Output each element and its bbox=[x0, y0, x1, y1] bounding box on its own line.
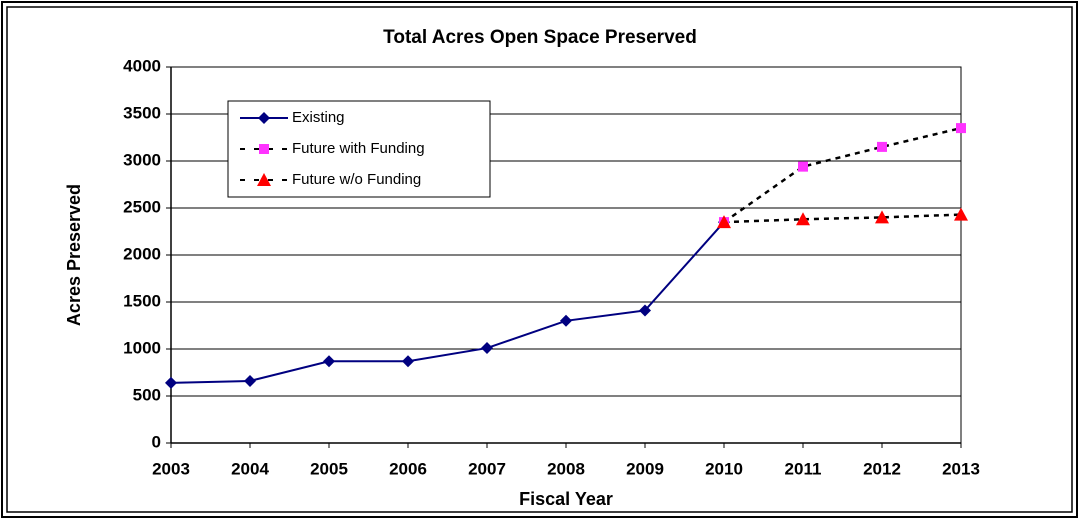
y-tick-label: 4000 bbox=[123, 56, 161, 75]
x-axis-label: Fiscal Year bbox=[519, 489, 613, 509]
y-axis-label: Acres Preserved bbox=[64, 184, 84, 326]
data-point bbox=[956, 123, 966, 134]
x-tick-label: 2005 bbox=[310, 459, 348, 478]
x-tick-label: 2009 bbox=[626, 459, 664, 478]
y-tick-label: 1000 bbox=[123, 338, 161, 357]
x-tick-label: 2010 bbox=[705, 459, 743, 478]
y-tick-label: 3500 bbox=[123, 103, 161, 122]
y-tick-label: 0 bbox=[152, 432, 161, 451]
x-tick-label: 2007 bbox=[468, 459, 506, 478]
x-tick-label: 2006 bbox=[389, 459, 427, 478]
y-tick-label: 500 bbox=[133, 385, 161, 404]
data-point bbox=[639, 304, 651, 317]
data-point bbox=[875, 210, 889, 224]
data-point bbox=[481, 342, 493, 355]
data-point bbox=[877, 141, 887, 152]
x-tick-label: 2004 bbox=[231, 459, 269, 478]
data-point bbox=[402, 355, 414, 368]
data-point bbox=[244, 374, 256, 387]
x-tick-label: 2008 bbox=[547, 459, 585, 478]
y-tick-label: 3000 bbox=[123, 150, 161, 169]
data-point bbox=[796, 212, 810, 226]
x-tick-label: 2003 bbox=[152, 459, 190, 478]
data-point bbox=[954, 207, 968, 221]
legend-label: Future w/o Funding bbox=[292, 171, 421, 188]
x-tick-label: 2012 bbox=[863, 459, 901, 478]
y-tick-label: 1500 bbox=[123, 291, 161, 310]
series-line bbox=[170, 221, 725, 384]
x-tick-label: 2013 bbox=[942, 459, 980, 478]
data-point bbox=[717, 215, 731, 229]
legend-marker bbox=[258, 112, 270, 124]
y-tick-label: 2000 bbox=[123, 244, 161, 263]
data-point bbox=[165, 376, 177, 389]
inner-frame bbox=[6, 6, 1073, 513]
legend-label: Future with Funding bbox=[292, 140, 425, 157]
data-point bbox=[798, 161, 808, 172]
x-tick-label: 2011 bbox=[785, 459, 822, 478]
y-tick-label: 2500 bbox=[123, 197, 161, 216]
legend-marker bbox=[257, 173, 271, 186]
legend-marker bbox=[259, 144, 269, 154]
legend-label: Existing bbox=[292, 109, 345, 126]
chart-title: Total Acres Open Space Preserved bbox=[383, 27, 697, 48]
data-point bbox=[323, 355, 335, 368]
data-point bbox=[560, 314, 572, 327]
